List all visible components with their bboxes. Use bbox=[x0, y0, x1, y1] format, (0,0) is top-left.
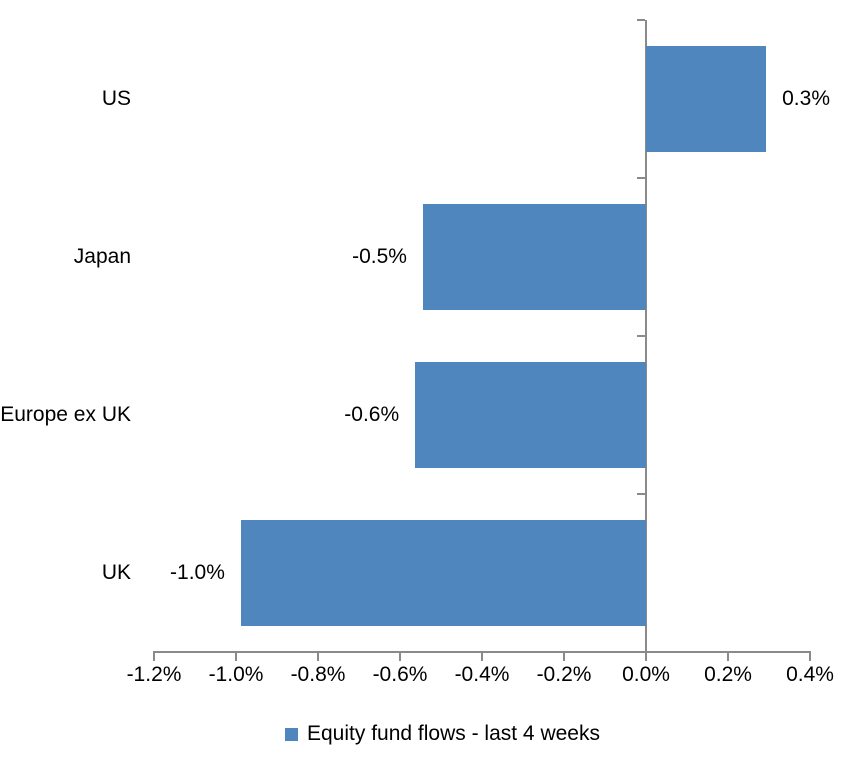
category-axis-tick bbox=[637, 493, 645, 495]
x-axis-tick-label: 0.2% bbox=[704, 663, 752, 686]
x-axis-tick-label: -1.0% bbox=[208, 663, 264, 686]
category-axis-line bbox=[645, 20, 647, 652]
bar bbox=[240, 520, 646, 626]
x-axis-tick-label: -0.4% bbox=[454, 663, 510, 686]
x-axis-tick bbox=[235, 653, 237, 661]
bar bbox=[415, 362, 646, 468]
x-axis-tick-label: 0.0% bbox=[622, 663, 670, 686]
legend: Equity fund flows - last 4 weeks bbox=[285, 721, 600, 747]
x-axis-tick bbox=[809, 653, 811, 661]
x-axis-tick bbox=[317, 653, 319, 661]
x-axis-tick bbox=[481, 653, 483, 661]
bar-data-label: -0.5% bbox=[352, 245, 407, 268]
category-label: UK bbox=[101, 561, 131, 584]
bar-data-label: -1.0% bbox=[170, 561, 225, 584]
x-axis-tick-label: -0.8% bbox=[290, 663, 346, 686]
category-label: US bbox=[101, 87, 131, 110]
bar-data-label: 0.3% bbox=[782, 87, 830, 110]
x-axis-line bbox=[153, 651, 811, 653]
x-axis-tick-label: -1.2% bbox=[126, 663, 182, 686]
category-axis-tick bbox=[637, 651, 645, 653]
x-axis-tick bbox=[563, 653, 565, 661]
x-axis-tick bbox=[399, 653, 401, 661]
x-axis-tick-label: 0.4% bbox=[786, 663, 834, 686]
x-axis-tick-label: -0.2% bbox=[536, 663, 592, 686]
x-axis-tick bbox=[153, 653, 155, 661]
x-axis-tick bbox=[645, 653, 647, 661]
category-axis-tick bbox=[637, 177, 645, 179]
category-label: Europe ex UK bbox=[0, 403, 131, 426]
bar bbox=[422, 204, 646, 310]
bar-data-label: -0.6% bbox=[344, 403, 400, 426]
bar bbox=[646, 46, 767, 152]
x-axis-tick bbox=[727, 653, 729, 661]
legend-label: Equity fund flows - last 4 weeks bbox=[307, 722, 600, 745]
category-axis-tick bbox=[637, 335, 645, 337]
category-label: Japan bbox=[73, 245, 131, 268]
x-axis-tick-label: -0.6% bbox=[372, 663, 428, 686]
legend-swatch-icon bbox=[285, 727, 298, 741]
category-axis-tick bbox=[637, 19, 645, 21]
